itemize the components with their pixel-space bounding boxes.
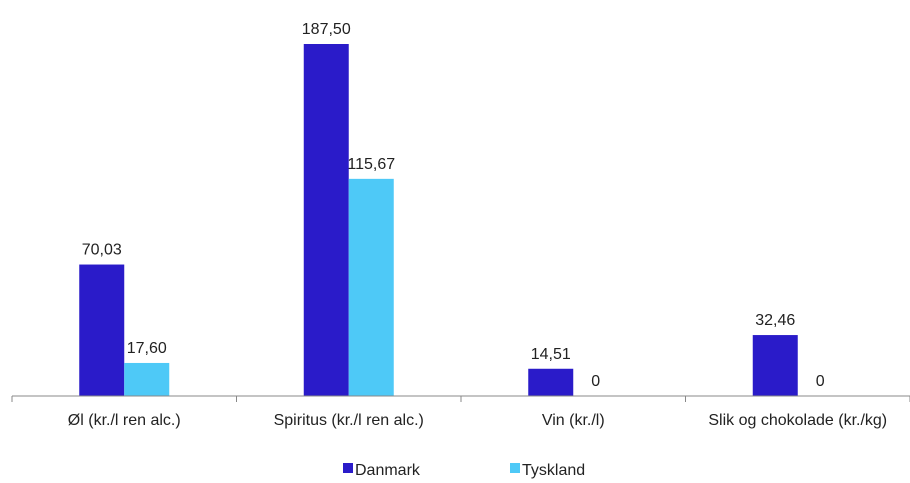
legend-label-tyskland: Tyskland xyxy=(522,462,585,479)
bar-danmark xyxy=(303,44,349,396)
data-label: 70,03 xyxy=(82,242,122,259)
legend: Danmark Tyskland xyxy=(343,462,585,479)
data-label: 115,67 xyxy=(347,156,395,173)
category-label: Spiritus (kr./l ren alc.) xyxy=(274,412,424,429)
data-label: 32,46 xyxy=(755,312,795,329)
bar-danmark xyxy=(79,264,125,396)
bar-danmark xyxy=(752,335,798,396)
legend-swatch-danmark xyxy=(343,463,353,473)
data-label: 14,51 xyxy=(531,346,571,363)
data-label: 17,60 xyxy=(127,340,167,357)
category-label: Vin (kr./l) xyxy=(542,412,605,429)
legend-swatch-tyskland xyxy=(510,463,520,473)
bars-layer xyxy=(79,44,798,396)
data-label: 0 xyxy=(816,373,825,390)
bar-tyskland xyxy=(348,178,394,396)
data-label: 0 xyxy=(591,373,600,390)
category-label: Slik og chokolade (kr./kg) xyxy=(708,412,887,429)
bar-tyskland xyxy=(124,362,170,396)
bar-danmark xyxy=(528,368,574,396)
data-labels-layer: 70,03 187,50 14,51 32,46 17,60 115,67 0 0 xyxy=(82,21,825,390)
x-axis: Øl (kr./l ren alc.) Spiritus (kr./l ren a… xyxy=(11,395,910,429)
category-label: Øl (kr./l ren alc.) xyxy=(68,412,181,429)
data-label: 187,50 xyxy=(302,21,351,38)
legend-label-danmark: Danmark xyxy=(355,462,421,479)
